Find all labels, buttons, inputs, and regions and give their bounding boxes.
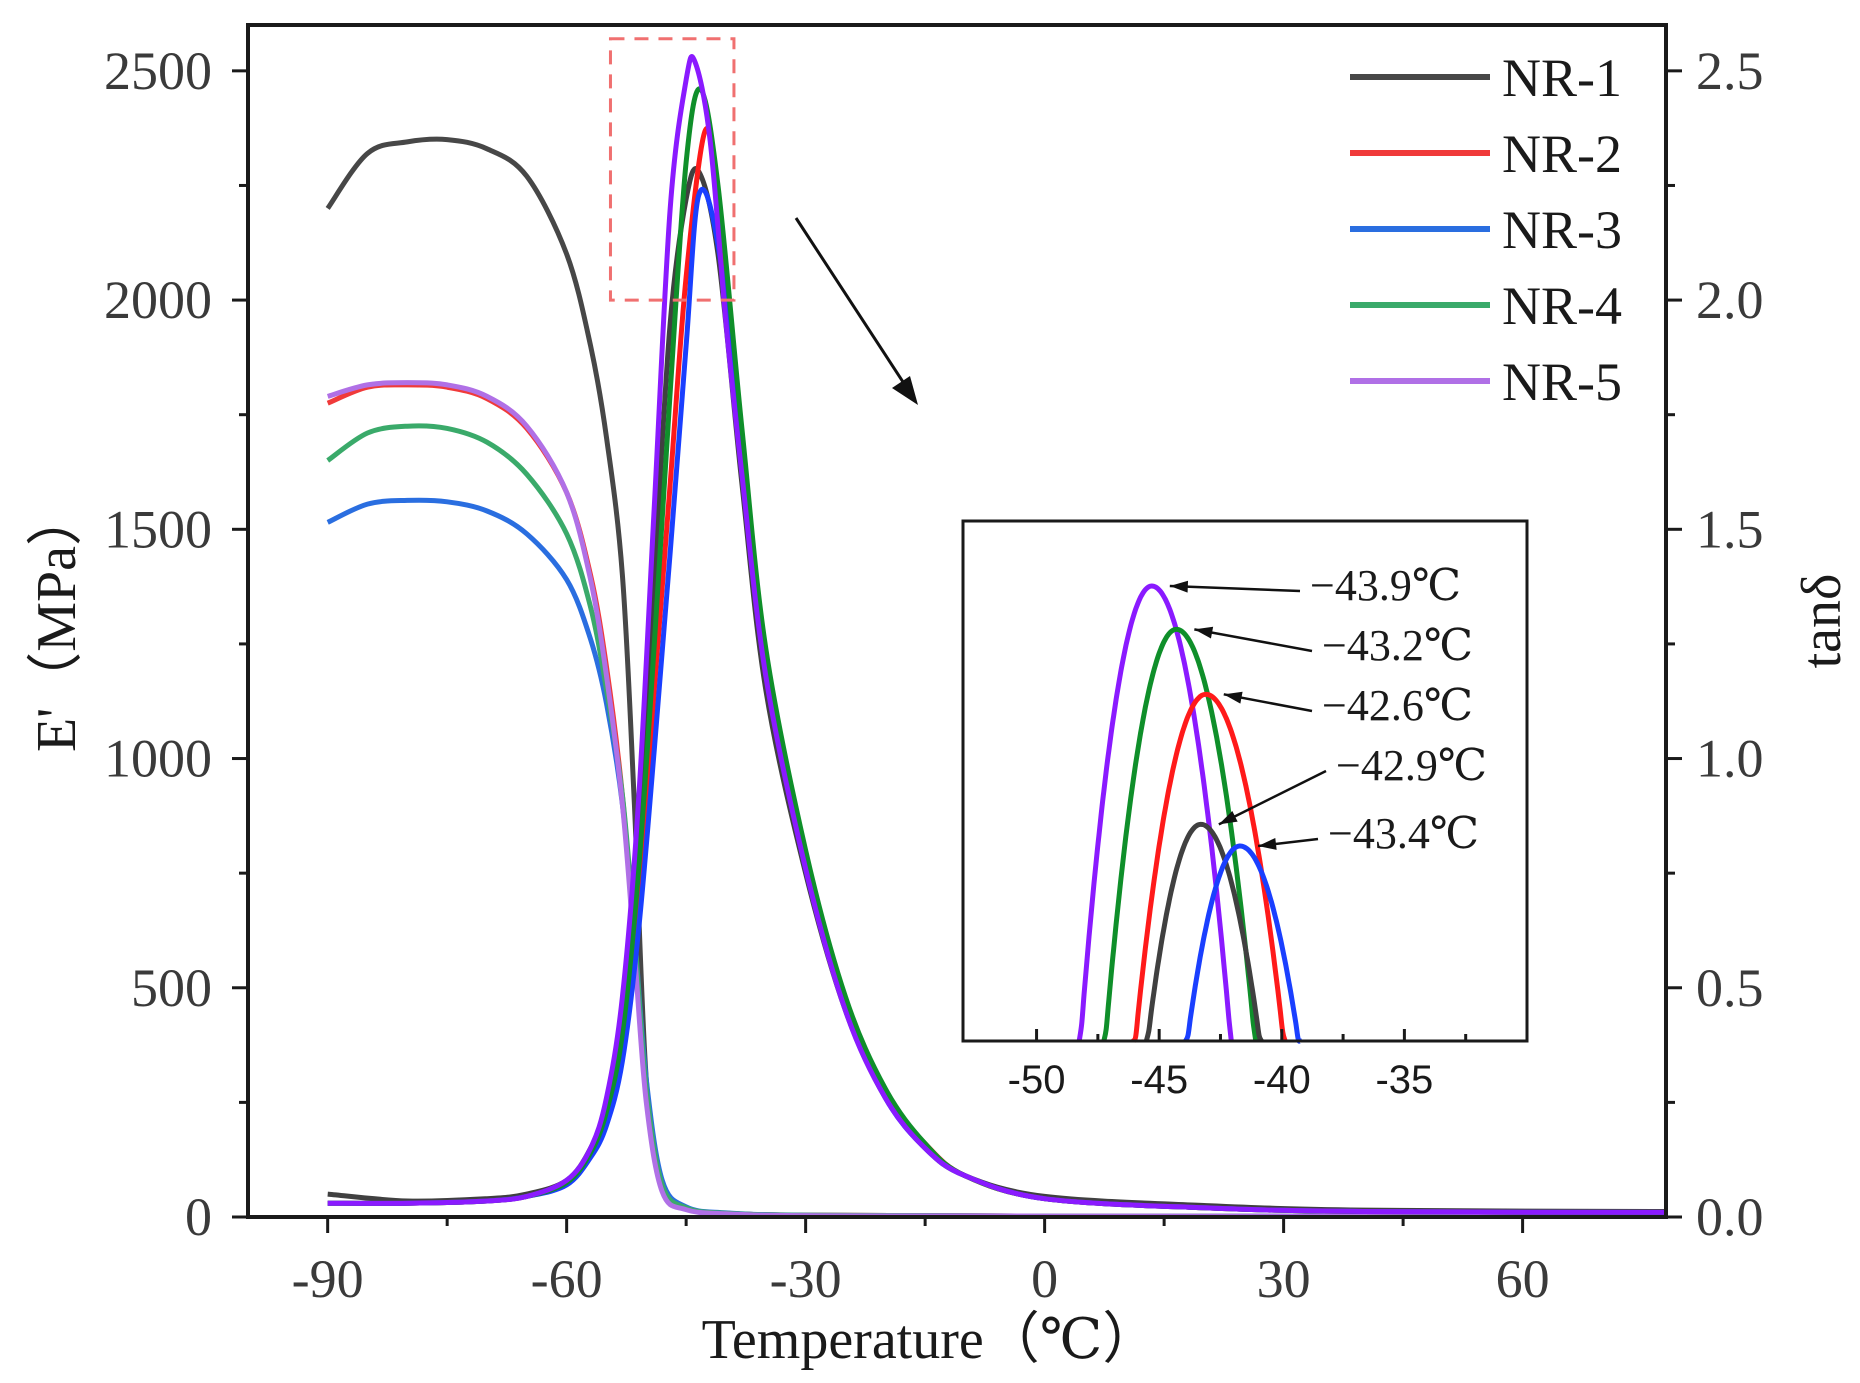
inset-annotations: −43.9℃ −43.2℃ −42.6℃ −42.9℃ −43.4℃ — [1169, 561, 1487, 858]
inset-peak-arrowhead — [1218, 810, 1238, 825]
legend: NR-1 NR-2 NR-3 NR-4 NR-5 — [1350, 48, 1622, 412]
zoom-arrow — [794, 217, 918, 405]
x-tick-label: -60 — [531, 1249, 603, 1309]
y-right-tick-label: 2.5 — [1696, 41, 1764, 101]
y-right-tick-label: 1.0 — [1696, 729, 1764, 789]
y-left-tick-label: 0 — [185, 1187, 212, 1247]
y-left-tick-label: 1500 — [104, 499, 212, 559]
x-tick-label: 0 — [1031, 1249, 1058, 1309]
tan-delta-line-nr-5 — [327, 54, 1667, 1215]
x-tick-label: -30 — [770, 1249, 842, 1309]
inset-peak-label: −42.9℃ — [1336, 741, 1487, 790]
main-plot-curves — [325, 54, 1667, 1219]
inset-x-tick-label: -50 — [1008, 1058, 1066, 1102]
y-left-axis-ticks: 0 500 1000 1500 2000 2500 — [104, 41, 248, 1247]
x-axis-ticks: -90 -60 -30 0 30 60 — [292, 1217, 1550, 1309]
inset-peak-label: −43.2℃ — [1322, 621, 1473, 670]
inset-peak-arrowhead — [1223, 691, 1243, 704]
inset-peak-arrowhead — [1258, 837, 1277, 850]
y-left-tick-label: 500 — [131, 958, 212, 1018]
inset-x-tick-label: -40 — [1253, 1058, 1311, 1102]
y-right-tick-label: 1.5 — [1696, 499, 1764, 559]
inset-x-axis-ticks: -50 -45 -40 -35 — [1008, 1029, 1468, 1102]
inset-peak-arrow — [1194, 628, 1313, 653]
legend-label-nr-4: NR-4 — [1502, 276, 1622, 336]
y-left-tick-label: 2500 — [104, 41, 212, 101]
inset-x-tick-label: -35 — [1375, 1058, 1433, 1102]
legend-label-nr-1: NR-1 — [1502, 48, 1622, 108]
y-right-axis-ticks: 0.0 0.5 1.0 1.5 2.0 2.5 — [1666, 41, 1764, 1247]
y-right-tick-label: 0.0 — [1696, 1187, 1764, 1247]
inset-tan-delta-line-nr-1 — [1143, 821, 1264, 1043]
y-left-tick-label: 2000 — [104, 270, 212, 330]
x-tick-label: 30 — [1257, 1249, 1311, 1309]
y-right-tick-label: 0.5 — [1696, 958, 1764, 1018]
inset-tan-delta-line-nr-2 — [1131, 691, 1288, 1044]
inset-peak-arrow — [1218, 769, 1327, 826]
legend-label-nr-2: NR-2 — [1502, 124, 1622, 184]
inset-tan-delta-line-nr-3 — [1183, 843, 1302, 1044]
x-tick-label: 60 — [1496, 1249, 1550, 1309]
inset-plot: -50 -45 -40 -35 −43.9℃−43.2℃−42.6℃−42.9℃−43… — [961, 519, 1529, 1102]
inset-tan-delta-line-nr-4 — [1101, 626, 1259, 1042]
main-plot-frame — [246, 23, 1668, 1219]
inset-tan-delta-line-nr-5 — [1076, 583, 1234, 1042]
inset-peak-arrow — [1169, 584, 1301, 593]
inset-curves — [1076, 583, 1302, 1044]
inset-peak-label: −43.4℃ — [1328, 809, 1479, 858]
zoom-region-box — [608, 37, 736, 302]
inset-peak-label: −42.6℃ — [1322, 681, 1473, 730]
legend-label-nr-5: NR-5 — [1502, 352, 1622, 412]
inset-x-tick-label: -45 — [1130, 1058, 1188, 1102]
y-right-tick-label: 2.0 — [1696, 270, 1764, 330]
inset-peak-label: −43.9℃ — [1310, 561, 1461, 610]
y-left-axis-title: E'（MPa） — [26, 490, 88, 752]
y-right-axis-title: tanδ — [1791, 574, 1853, 669]
legend-label-nr-3: NR-3 — [1502, 200, 1622, 260]
x-tick-label: -90 — [292, 1249, 364, 1309]
inset-peak-arrowhead — [1169, 580, 1189, 593]
inset-peak-arrowhead — [1194, 626, 1214, 639]
y-left-tick-label: 1000 — [104, 729, 212, 789]
x-axis-title: Temperature（℃） — [702, 1309, 1159, 1371]
